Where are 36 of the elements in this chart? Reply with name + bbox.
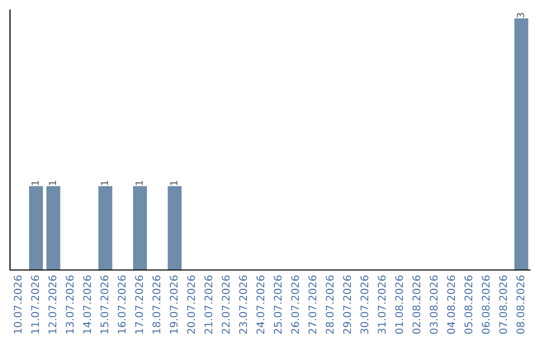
data-label: 1 [136,180,143,186]
x-tick-label: 14.07.2026 [83,276,92,334]
x-tick-label: 07.08.2026 [499,276,508,334]
x-tick-label: 21.07.2026 [204,276,212,334]
data-label: 3 [516,12,524,18]
data-label: 1 [100,180,108,186]
x-tick-label: 13.07.2026 [66,276,74,334]
x-tick-label: 26.07.2026 [291,276,300,334]
x-tick-label: 03.08.2026 [430,276,438,334]
x-tick-label: 12.07.2026 [48,276,56,334]
data-label: 1 [170,180,178,186]
x-tick-label: 22.07.2026 [222,276,230,334]
data-label: 1 [48,180,56,186]
x-tick-label: 16.07.2026 [118,276,126,334]
x-tick-label: 27.07.2026 [308,276,316,334]
x-tick-label: 28.07.2026 [326,276,334,334]
x-tick-label: 24.07.2026 [256,276,264,334]
x-tick-label: 08.08.2026 [516,276,524,334]
x-tick-label: 01.08.2026 [395,276,404,334]
x-tick-label: 18.07.2026 [152,276,160,334]
x-tick-label: 20.07.2026 [187,276,196,334]
x-tick-label: 15.07.2026 [100,276,108,334]
x-tick-label: 17.07.2026 [135,276,144,334]
x-tick-label: 31.07.2026 [378,276,386,334]
x-tick-label: 23.07.2026 [239,276,248,334]
x-tick-label: 30.07.2026 [360,276,368,334]
x-tick-label: 02.08.2026 [412,276,420,334]
x-tick-label: 06.08.2026 [482,276,490,334]
x-tick-label: 19.07.2026 [170,276,178,334]
data-label: 1 [32,180,39,186]
x-tick-label: 04.08.2026 [447,276,456,334]
x-tick-label: 25.07.2026 [274,276,282,334]
x-tick-label: 05.08.2026 [464,276,472,334]
x-tick-label: 10.07.2026 [14,276,22,334]
x-tick-label: 29.07.2026 [343,276,352,334]
x-tick-label: 11.07.2026 [31,276,40,334]
